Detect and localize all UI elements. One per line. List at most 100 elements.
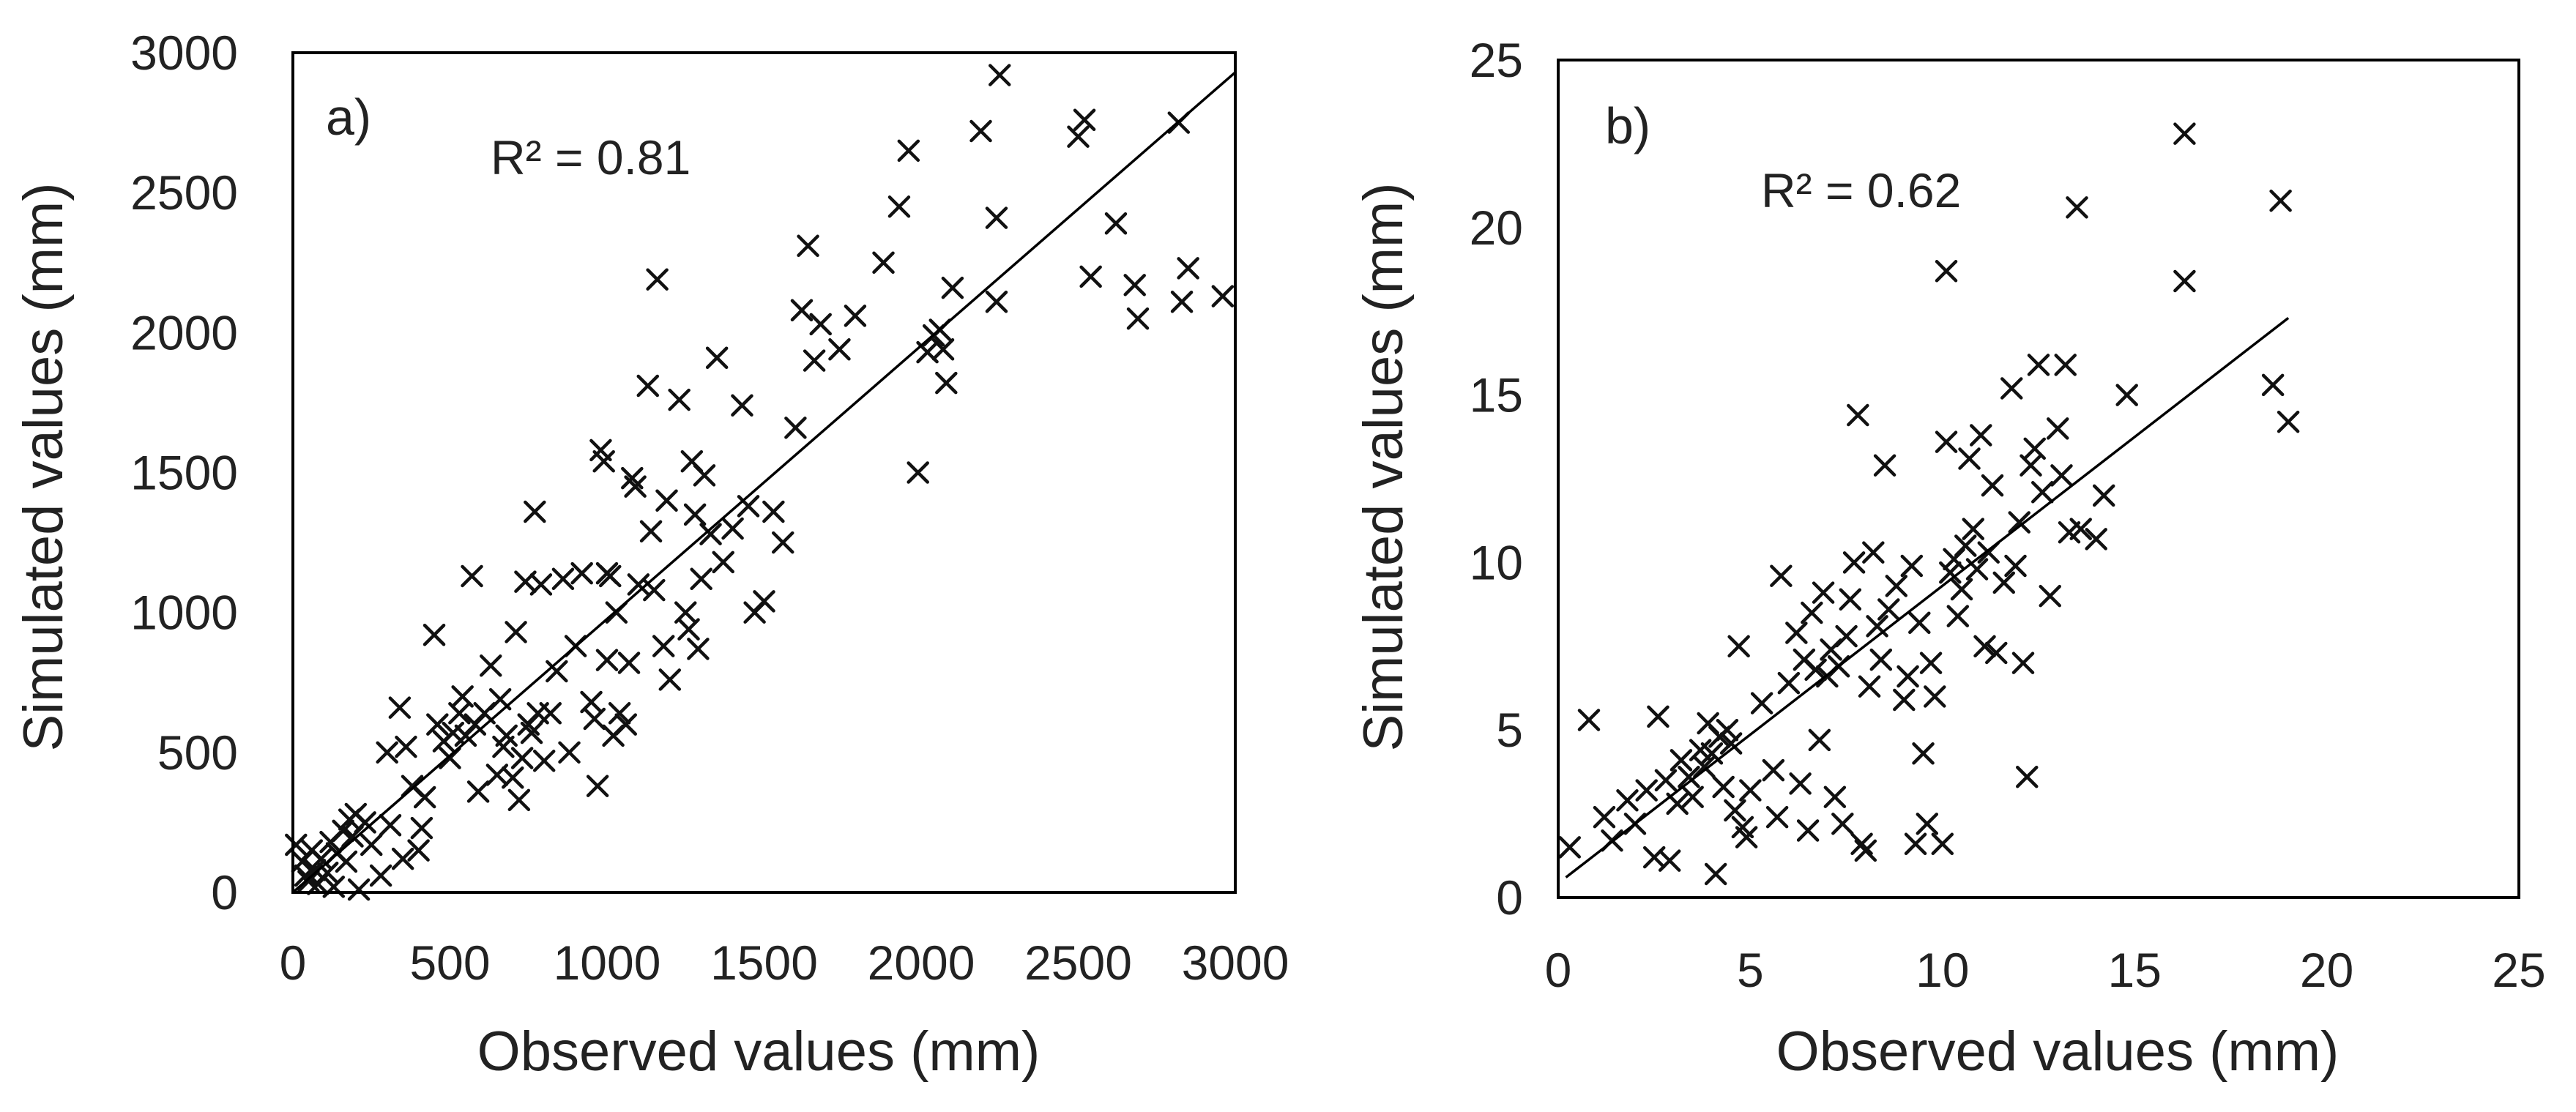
data-point-marker — [1893, 688, 1916, 712]
data-point-marker — [2173, 269, 2196, 293]
data-point-marker — [1869, 648, 1893, 671]
data-point-marker — [731, 394, 753, 417]
data-point-marker — [2046, 417, 2069, 440]
data-point-marker — [1177, 257, 1199, 280]
data-point-marker — [897, 139, 920, 163]
data-point-marker — [655, 489, 678, 512]
data-point-marker — [2016, 766, 2039, 788]
data-point-marker — [693, 464, 716, 487]
data-point-marker — [985, 291, 1008, 313]
data-point-marker — [2030, 481, 2054, 504]
data-point-marker — [1669, 749, 1693, 772]
data-point-marker — [658, 668, 682, 691]
data-point-marker — [1593, 805, 1616, 829]
data-point-marker — [558, 741, 581, 764]
data-point-marker — [1067, 125, 1090, 148]
y-tick-label: 0 — [1496, 870, 1523, 925]
data-point-marker — [1727, 635, 1750, 658]
data-point-marker — [376, 741, 398, 764]
data-point-marker — [784, 417, 807, 439]
y-tick-label: 20 — [1470, 201, 1523, 255]
data-point-marker — [1954, 534, 1977, 557]
y-tick-label: 10 — [1470, 535, 1523, 589]
data-point-marker — [699, 523, 722, 545]
data-point-marker — [985, 206, 1008, 229]
data-point-marker — [466, 780, 490, 803]
y-tick-label: 3000 — [130, 26, 238, 80]
data-point-marker — [1924, 685, 1946, 708]
data-point-marker — [1724, 799, 1746, 822]
data-point-marker — [1831, 813, 1854, 835]
data-point-marker — [1770, 564, 1793, 587]
data-point-marker — [1970, 424, 1992, 447]
data-point-marker — [941, 276, 964, 299]
data-point-marker — [668, 388, 690, 411]
data-point-marker — [422, 624, 446, 646]
data-point-marker — [413, 786, 436, 809]
data-point-marker — [388, 696, 412, 719]
data-point-marker — [2069, 518, 2092, 540]
data-point-marker — [1946, 605, 1970, 627]
data-point-marker — [1616, 789, 1639, 812]
data-point-marker — [1850, 832, 1873, 856]
data-point-marker — [1935, 260, 1958, 283]
data-point-marker — [505, 621, 527, 643]
data-point-marker — [2092, 484, 2115, 507]
data-point-marker — [1992, 571, 2016, 594]
data-point-marker — [1123, 274, 1146, 296]
data-point-marker — [989, 64, 1011, 86]
data-point-marker — [360, 833, 383, 857]
data-point-marker — [524, 500, 546, 523]
x-tick-label: 15 — [2107, 943, 2161, 997]
panel-b-y-tick-labels: 0 5 10 15 20 25 — [1470, 33, 1523, 925]
data-point-marker — [1126, 307, 1150, 330]
y-tick-label: 15 — [1470, 368, 1523, 422]
data-point-marker — [1950, 578, 1973, 601]
data-point-marker — [2008, 511, 2031, 534]
data-point-marker — [771, 531, 794, 554]
x-tick-label: 500 — [409, 936, 490, 990]
x-tick-label: 3000 — [1182, 936, 1289, 990]
data-point-marker — [369, 864, 392, 887]
data-point-marker — [2023, 437, 2047, 460]
data-point-marker — [1958, 447, 1981, 470]
data-point-marker — [583, 707, 606, 731]
data-point-marker — [2261, 373, 2285, 397]
data-point-marker — [1777, 671, 1801, 695]
data-point-marker — [1712, 775, 1735, 799]
data-point-marker — [461, 564, 483, 588]
data-point-marker — [627, 573, 650, 596]
data-point-marker — [652, 635, 675, 657]
data-point-marker — [712, 551, 734, 574]
data-point-marker — [539, 702, 562, 725]
data-point-marker — [639, 520, 663, 543]
panel-b-y-axis-title: Simulated values (mm) — [1352, 182, 1415, 751]
data-point-marker — [1704, 862, 1727, 886]
data-point-marker — [1796, 819, 1820, 842]
y-tick-label: 1500 — [130, 446, 238, 500]
data-point-marker — [803, 349, 826, 372]
x-tick-label: 1500 — [710, 936, 818, 990]
data-point-marker — [1896, 665, 1919, 688]
data-point-marker — [624, 475, 647, 498]
data-point-marker — [335, 850, 358, 873]
data-point-marker — [931, 338, 955, 361]
x-tick-label: 5 — [1737, 943, 1764, 997]
data-point-marker — [480, 654, 502, 677]
data-point-marker — [1170, 291, 1194, 313]
data-point-marker — [1862, 541, 1885, 564]
data-point-marker — [907, 461, 929, 484]
data-point-marker — [2277, 410, 2300, 433]
data-point-marker — [1104, 212, 1128, 235]
data-point-marker — [354, 811, 376, 834]
x-tick-label: 25 — [2492, 943, 2545, 997]
data-point-marker — [1647, 705, 1669, 728]
data-point-marker — [1658, 849, 1681, 872]
data-point-marker — [442, 721, 465, 745]
data-point-marker — [683, 503, 707, 526]
data-point-marker — [1079, 265, 1102, 288]
data-point-marker — [586, 775, 609, 797]
x-tick-label: 1000 — [554, 936, 661, 990]
data-point-marker — [347, 878, 371, 901]
